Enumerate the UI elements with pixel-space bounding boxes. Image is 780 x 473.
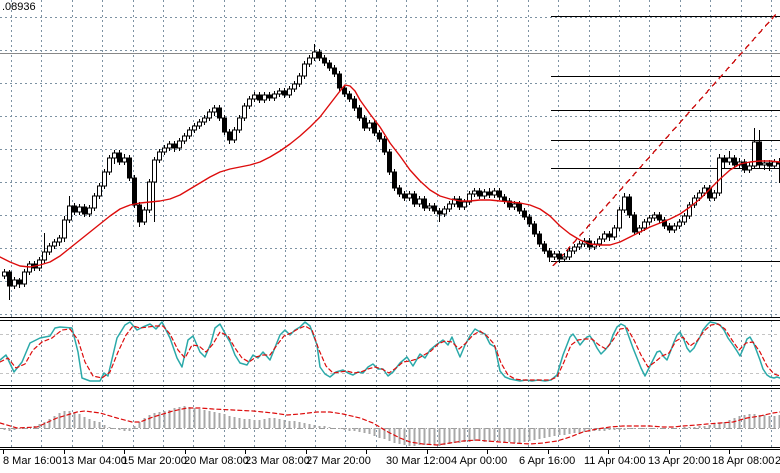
macd-signal-line (0, 407, 780, 446)
panel-separators (0, 316, 780, 451)
moving-average-line (0, 84, 780, 268)
candlesticks (2, 44, 780, 300)
time-axis-label: 11 Apr 04:00 (584, 455, 646, 467)
time-axis-label: 18 Apr 08:00 (712, 455, 774, 467)
time-axis-label: 8 Mar 16:00 (3, 455, 62, 467)
price-info-label: .08936 (2, 1, 36, 13)
support-resistance-lines (551, 15, 780, 263)
time-axis-label: 4 Apr 00:00 (451, 455, 507, 467)
time-axis-label: 6 Apr 16:00 (519, 455, 575, 467)
time-axis-label: 15 Mar 20:00 (122, 455, 187, 467)
stochastic-k-line (0, 321, 780, 382)
time-axis-label: 13 Mar 04:00 (62, 455, 127, 467)
time-axis-label: 27 Mar 20:00 (306, 455, 371, 467)
time-axis-label: 21 (775, 455, 780, 467)
time-axis-label: 13 Apr 20:00 (648, 455, 710, 467)
time-axis-label: 20 Mar 08:00 (184, 455, 249, 467)
time-axis-label: 30 Mar 12:00 (386, 455, 451, 467)
stochastic-d-line (0, 323, 780, 381)
trendline (552, 12, 778, 267)
time-axis-label: 23 Mar 08:00 (245, 455, 310, 467)
macd-histogram (3, 406, 780, 446)
